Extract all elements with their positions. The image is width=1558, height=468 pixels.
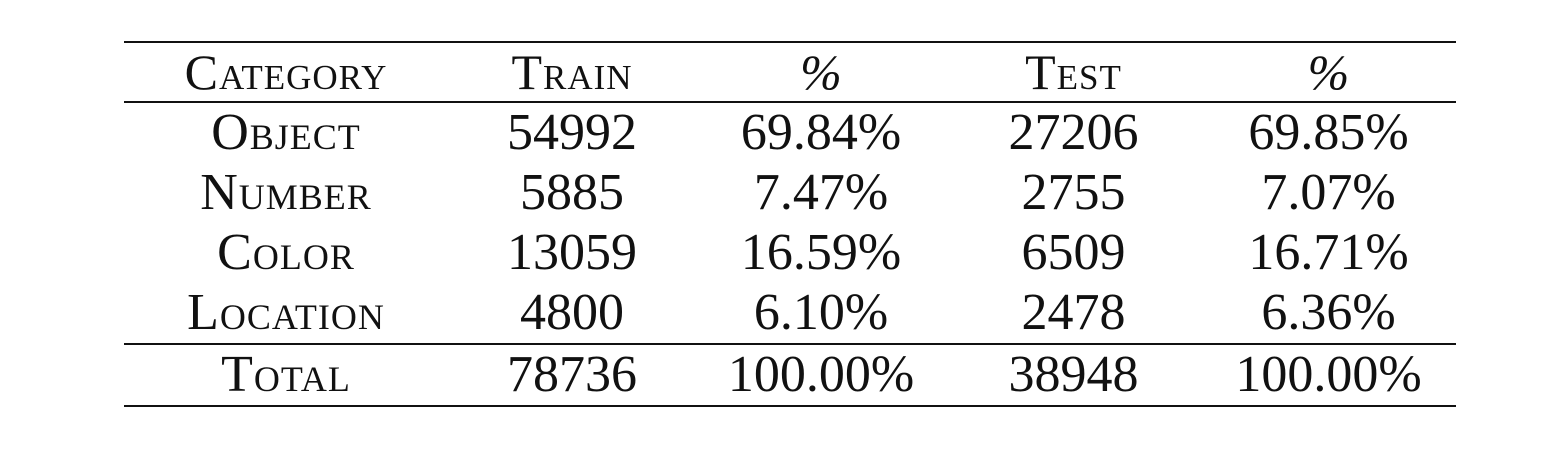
table-row: Number 5885 7.47% 2755 7.07% — [124, 163, 1456, 223]
total-label: Total — [221, 346, 351, 403]
cell-train-percent: 6.10% — [753, 284, 889, 341]
total-test: 38948 — [1008, 346, 1139, 403]
cell-train-percent: 7.47% — [753, 164, 889, 221]
category-statistics-table: Category Train % Test % Object 54992 69.… — [124, 41, 1456, 407]
category-statistics-table-container: Category Train % Test % Object 54992 69.… — [124, 41, 1456, 407]
total-train-percent: 100.00% — [727, 346, 915, 403]
cell-train: 5885 — [520, 164, 624, 221]
table-row: Object 54992 69.84% 27206 69.85% — [124, 102, 1456, 163]
total-train: 78736 — [507, 346, 637, 403]
cell-train: 54992 — [507, 104, 637, 161]
cell-test: 27206 — [1008, 104, 1139, 161]
cell-test: 2478 — [1021, 284, 1126, 341]
table-row: Color 13059 16.59% 6509 16.71% — [124, 223, 1456, 283]
header-test-percent: % — [1307, 44, 1350, 100]
cell-test-percent: 16.71% — [1248, 224, 1409, 281]
cell-train: 13059 — [507, 224, 637, 281]
cell-train-percent: 16.59% — [740, 224, 902, 281]
cell-category: Location — [187, 284, 385, 341]
header-row: Category Train % Test % — [124, 42, 1456, 102]
table-row: Location 4800 6.10% 2478 6.36% — [124, 283, 1456, 344]
cell-test: 6509 — [1021, 224, 1126, 281]
cell-category: Object — [211, 104, 361, 161]
cell-train: 4800 — [520, 284, 624, 341]
table-body: Object 54992 69.84% 27206 69.85% Number … — [124, 102, 1456, 344]
total-row: Total 78736 100.00% 38948 100.00% — [124, 344, 1456, 406]
header-train: Train — [511, 44, 633, 100]
table-header: Category Train % Test % — [124, 42, 1456, 102]
cell-test-percent: 6.36% — [1261, 284, 1396, 341]
header-train-percent: % — [800, 44, 842, 100]
cell-train-percent: 69.84% — [740, 104, 902, 161]
header-test: Test — [1025, 44, 1122, 100]
cell-category: Number — [200, 164, 372, 221]
cell-category: Color — [217, 224, 355, 281]
header-category: Category — [184, 44, 388, 100]
cell-test-percent: 69.85% — [1248, 104, 1409, 161]
table-footer: Total 78736 100.00% 38948 100.00% — [124, 344, 1456, 406]
cell-test-percent: 7.07% — [1261, 164, 1396, 221]
total-test-percent: 100.00% — [1235, 346, 1422, 403]
cell-test: 2755 — [1021, 164, 1126, 221]
